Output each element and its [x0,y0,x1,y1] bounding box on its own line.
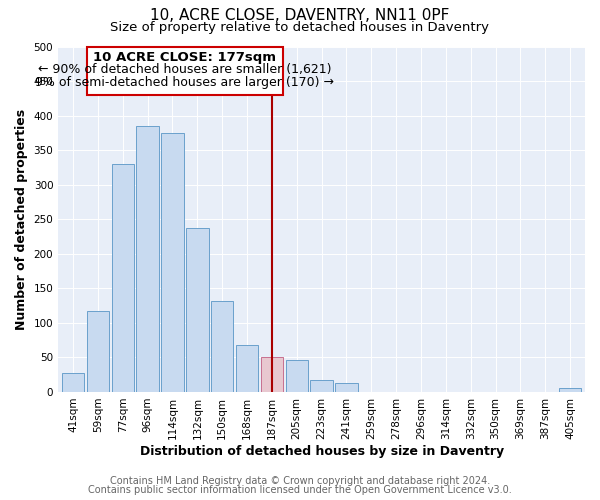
Bar [62,374,84,392]
Bar [260,358,283,392]
Bar [211,301,233,392]
Bar [161,133,184,392]
X-axis label: Distribution of detached houses by size in Daventry: Distribution of detached houses by size … [140,444,503,458]
Bar [559,388,581,392]
Bar [112,164,134,392]
Bar [335,383,358,392]
Text: Size of property relative to detached houses in Daventry: Size of property relative to detached ho… [110,21,490,34]
Text: ← 90% of detached houses are smaller (1,621): ← 90% of detached houses are smaller (1,… [38,63,332,76]
Bar [87,311,109,392]
Text: 10 ACRE CLOSE: 177sqm: 10 ACRE CLOSE: 177sqm [94,52,277,64]
Bar [186,228,209,392]
Y-axis label: Number of detached properties: Number of detached properties [15,108,28,330]
Bar [236,345,258,392]
Text: 9% of semi-detached houses are larger (170) →: 9% of semi-detached houses are larger (1… [35,76,334,88]
Text: Contains public sector information licensed under the Open Government Licence v3: Contains public sector information licen… [88,485,512,495]
Bar [286,360,308,392]
Text: Contains HM Land Registry data © Crown copyright and database right 2024.: Contains HM Land Registry data © Crown c… [110,476,490,486]
Bar [136,126,159,392]
Bar [310,380,333,392]
Text: 10, ACRE CLOSE, DAVENTRY, NN11 0PF: 10, ACRE CLOSE, DAVENTRY, NN11 0PF [151,8,449,22]
FancyBboxPatch shape [87,46,283,95]
